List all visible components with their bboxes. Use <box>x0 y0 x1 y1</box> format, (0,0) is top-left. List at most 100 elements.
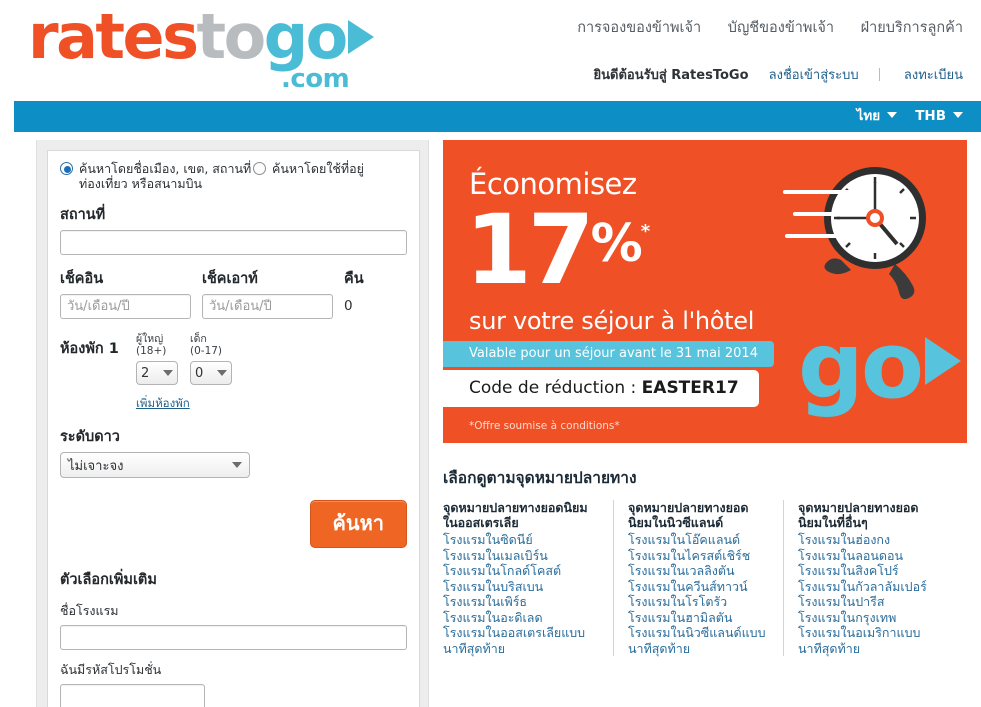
destinations-column-new-zealand: จุดหมายปลายทางยอดนิยมในนิวซีแลนด์ โรงแรม… <box>613 500 783 656</box>
destinations-title: เลือกดูตามจุดหมายปลายทาง <box>443 469 637 487</box>
destination-link[interactable]: โรงแรมในออสเตรเลียแบบนาทีสุดท้าย <box>443 625 586 656</box>
chevron-down-icon <box>163 370 173 376</box>
banner-code-value: EASTER17 <box>641 378 739 398</box>
search-panel-container: ค้นหาโดยชื่อเมือง, เขต, สถานที่ท่องเที่ย… <box>36 140 429 707</box>
destination-link[interactable]: โรงแรมในโกลด์โคสต์ <box>443 563 562 578</box>
checkout-group: เช็คเอาท์ <box>202 267 333 319</box>
destination-link[interactable]: โรงแรมในอะดิเลด <box>443 609 543 625</box>
language-selector[interactable]: ไทย <box>857 101 898 132</box>
welcome-row: ยินดีต้อนรับสู่ RatesToGo ลงชื่อเข้าสู่ร… <box>593 64 963 85</box>
destinations-column-heading: จุดหมายปลายทางยอดนิยมในออสเตรเลีย <box>443 500 588 530</box>
site-header: ratestogo .com การจองของข้าพเจ้า บัญชีขอ… <box>0 0 981 100</box>
destinations-column-heading: จุดหมายปลายทางยอดนิยมในนิวซีแลนด์ <box>628 500 749 530</box>
promo-banner[interactable]: go Économisez 17%* sur votre séjour à l'… <box>443 140 967 443</box>
destination-link[interactable]: โรงแรมในโอ๊คแลนด์ <box>628 532 741 547</box>
destination-link[interactable]: โรงแรมในซิดนีย์ <box>443 532 533 547</box>
children-caption: เด็ก (0-17) <box>190 333 232 357</box>
destination-link[interactable]: โรงแรมในบริสเบน <box>443 578 544 594</box>
banner-validity-badge: Valable pour un séjour avant le 31 mai 2… <box>443 341 774 367</box>
banner-subtitle: sur votre séjour à l'hôtel <box>469 307 755 335</box>
site-logo[interactable]: ratestogo .com <box>28 6 374 94</box>
star-rating-label: ระดับดาว <box>60 429 120 445</box>
chevron-down-icon <box>953 112 963 118</box>
banner-go-text: go <box>798 312 924 419</box>
radio-search-by-place[interactable]: ค้นหาโดยชื่อเมือง, เขต, สถานที่ท่องเที่ย… <box>60 161 253 191</box>
banner-terms: *Offre soumise à conditions* <box>469 420 620 432</box>
clock-svg-icon <box>824 167 926 300</box>
destination-link[interactable]: โรงแรมในฮามิลตัน <box>628 609 733 625</box>
adults-caption: ผู้ใหญ่ (18+) <box>136 333 178 357</box>
destination-link[interactable]: โรงแรมในกัวลาลัมเปอร์ <box>798 578 927 594</box>
logo-play-triangle-icon <box>347 20 374 54</box>
right-column: go Économisez 17%* sur votre séjour à l'… <box>443 140 967 656</box>
radio-search-by-place-label: ค้นหาโดยชื่อเมือง, เขต, สถานที่ท่องเที่ย… <box>79 161 252 191</box>
search-button[interactable]: ค้นหา <box>309 500 407 548</box>
add-room-link[interactable]: เพิ่มห้องพัก <box>136 396 190 410</box>
destination-link[interactable]: โรงแรมในเวลลิงตัน <box>628 563 735 578</box>
star-rating-select[interactable]: ไม่เจาะจง <box>60 452 250 478</box>
radio-search-by-address[interactable]: ค้นหาโดยใช้ที่อยู่ <box>253 161 364 191</box>
sign-in-link[interactable]: ลงชื่อเข้าสู่ระบบ <box>768 68 859 83</box>
promo-code-input[interactable] <box>60 684 205 707</box>
nights-group: คืน 0 <box>344 267 364 314</box>
nights-label: คืน <box>344 271 364 287</box>
destination-link[interactable]: โรงแรมในปารีส <box>798 594 885 609</box>
destination-link[interactable]: โรงแรมในอเมริกาแบบนาทีสุดท้าย <box>798 625 921 656</box>
adults-value: 2 <box>141 365 150 381</box>
banner-eyebrow: Économisez <box>469 167 637 201</box>
nav-my-bookings[interactable]: การจองของข้าพเจ้า <box>577 20 702 36</box>
destination-link[interactable]: โรงแรมในกรุงเทพ <box>798 609 897 625</box>
destination-link[interactable]: โรงแรมในเพิร์ธ <box>443 594 528 609</box>
destinations-section: เลือกดูตามจุดหมายปลายทาง จุดหมายปลายทางย… <box>443 465 967 656</box>
destinations-columns: จุดหมายปลายทางยอดนิยมในออสเตรเลีย โรงแรม… <box>443 500 967 656</box>
radio-search-by-address-label: ค้นหาโดยใช้ที่อยู่ <box>272 161 364 176</box>
banner-percent-block: 17%* <box>465 184 650 298</box>
banner-percent-value: 17 <box>465 194 595 306</box>
promo-code-label: ฉันมีรหัสโปรโมชั่น <box>60 662 162 677</box>
location-input[interactable] <box>60 230 407 255</box>
banner-code-prefix: Code de réduction : <box>469 378 642 398</box>
search-mode-radios: ค้นหาโดยชื่อเมือง, เขต, สถานที่ท่องเที่ย… <box>60 161 407 191</box>
children-select[interactable]: 0 <box>190 361 232 385</box>
currency-value: THB <box>915 108 946 124</box>
destination-link[interactable]: โรงแรมในลอนดอน <box>798 547 904 563</box>
checkin-input[interactable] <box>60 294 191 319</box>
destinations-column-heading: จุดหมายปลายทางยอดนิยมในที่อื่นๆ <box>798 500 919 530</box>
room-label: ห้องพัก 1 <box>60 341 119 357</box>
adults-sublabel: (18+) <box>136 344 167 357</box>
checkin-group: เช็คอิน <box>60 267 191 319</box>
radio-button-icon[interactable] <box>253 162 266 175</box>
hotel-name-input[interactable] <box>60 625 407 650</box>
destination-link[interactable]: โรงแรมในไครสต์เชิร์ช <box>628 547 751 563</box>
destinations-column-other: จุดหมายปลายทางยอดนิยมในที่อื่นๆ โรงแรมใน… <box>783 500 953 656</box>
logo-text-to: to <box>196 0 267 73</box>
destination-link[interactable]: โรงแรมในฮ่องกง <box>798 532 891 547</box>
children-label: เด็ก <box>190 333 207 345</box>
chevron-down-icon <box>217 370 227 376</box>
register-link[interactable]: ลงทะเบียน <box>903 68 963 83</box>
checkin-label: เช็คอิน <box>60 271 104 287</box>
chevron-down-icon <box>232 462 242 468</box>
children-value: 0 <box>195 365 204 381</box>
destination-link[interactable]: โรงแรมในเมลเบิร์น <box>443 547 548 563</box>
destination-link[interactable]: โรงแรมในนิวซีแลนด์แบบนาทีสุดท้าย <box>628 625 766 656</box>
destinations-column-australia: จุดหมายปลายทางยอดนิยมในออสเตรเลีย โรงแรม… <box>443 500 613 656</box>
destination-link[interactable]: โรงแรมในสิงคโปร์ <box>798 563 899 578</box>
nav-divider <box>878 68 880 81</box>
more-options-title: ตัวเลือกเพิ่มเติม <box>60 572 157 588</box>
banner-go-logo: go <box>798 320 962 412</box>
banner-discount-code: Code de réduction : EASTER17 <box>443 370 759 407</box>
currency-selector[interactable]: THB <box>915 101 963 132</box>
search-button-row: ค้นหา <box>60 500 407 548</box>
hotel-name-label: ชื่อโรงแรม <box>60 603 119 618</box>
checkout-label: เช็คเอาท์ <box>202 271 258 287</box>
radio-button-icon[interactable] <box>60 162 73 175</box>
destination-link[interactable]: โรงแรมในควีนส์ทาวน์ <box>628 578 748 594</box>
adults-select[interactable]: 2 <box>136 361 178 385</box>
welcome-message: ยินดีต้อนรับสู่ RatesToGo <box>593 68 749 83</box>
checkout-input[interactable] <box>202 294 333 319</box>
destination-link[interactable]: โรงแรมในโรโตรัว <box>628 594 728 609</box>
nav-my-account[interactable]: บัญชีของข้าพเจ้า <box>727 20 835 36</box>
nav-customer-service[interactable]: ฝ่ายบริการลูกค้า <box>860 20 963 36</box>
